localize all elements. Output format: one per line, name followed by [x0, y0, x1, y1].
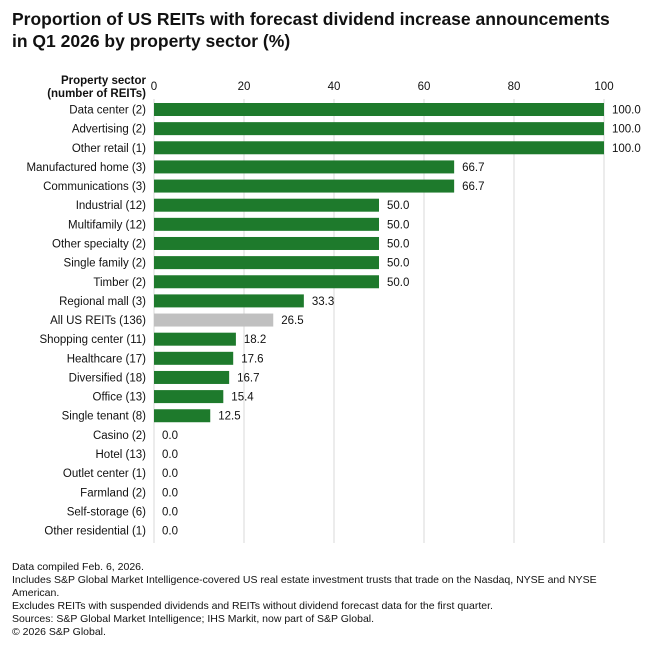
category-label-5: Industrial (12) — [76, 200, 146, 212]
bar-5 — [154, 198, 379, 212]
category-label-4: Communications (3) — [43, 181, 146, 193]
category-label-20: Farmland (2) — [80, 487, 146, 499]
value-label-19: 0.0 — [162, 468, 178, 480]
category-label-0: Data center (2) — [69, 105, 146, 117]
value-label-7: 50.0 — [387, 238, 409, 250]
category-label-9: Timber (2) — [93, 277, 146, 289]
category-label-6: Multifamily (12) — [68, 219, 146, 231]
bar-16 — [154, 409, 211, 423]
bar-8 — [154, 256, 379, 270]
category-label-2: Other retail (1) — [72, 143, 146, 155]
bar-14 — [154, 370, 230, 384]
bar-7 — [154, 236, 379, 250]
value-label-13: 17.6 — [241, 353, 263, 365]
footnote-copyright: © 2026 S&P Global. — [12, 626, 106, 638]
value-label-12: 18.2 — [244, 334, 266, 346]
y-axis-label-line-1: Property sector — [61, 75, 147, 87]
value-label-0: 100.0 — [612, 105, 641, 117]
chart-title-line-1: Proportion of US REITs with forecast div… — [12, 9, 610, 29]
bars — [154, 103, 604, 423]
y-axis-label-line-2: (number of REITs) — [47, 88, 146, 100]
footnote-includes-1: Includes S&P Global Market Intelligence-… — [12, 574, 597, 586]
category-label-18: Hotel (13) — [96, 449, 147, 461]
footnote-compiled: Data compiled Feb. 6, 2026. — [12, 561, 144, 573]
value-label-6: 50.0 — [387, 219, 409, 231]
category-label-10: Regional mall (3) — [59, 296, 146, 308]
x-tick-label-100: 100 — [594, 81, 613, 93]
bar-13 — [154, 351, 234, 365]
value-label-1: 100.0 — [612, 124, 641, 136]
category-label-1: Advertising (2) — [72, 124, 146, 136]
category-label-19: Outlet center (1) — [63, 468, 146, 480]
bar-10 — [154, 294, 304, 308]
category-labels: Data center (2) Advertising (2) Other reta… — [26, 105, 146, 538]
value-label-18: 0.0 — [162, 449, 178, 461]
value-label-8: 50.0 — [387, 258, 409, 270]
value-label-21: 0.0 — [162, 506, 178, 518]
value-label-22: 0.0 — [162, 526, 178, 538]
chart-title-line-2: in Q1 2026 by property sector (%) — [12, 31, 291, 51]
value-label-11: 26.5 — [281, 315, 303, 327]
x-tick-label-60: 60 — [418, 81, 431, 93]
value-label-5: 50.0 — [387, 200, 409, 212]
footnote-includes-2: American. — [12, 587, 60, 599]
bar-chart: Property sector (number of REITs) 0 20 40 6… — [26, 75, 641, 543]
bar-2 — [154, 141, 604, 155]
value-label-9: 50.0 — [387, 277, 409, 289]
value-label-10: 33.3 — [312, 296, 334, 308]
value-label-2: 100.0 — [612, 143, 641, 155]
footnotes: Data compiled Feb. 6, 2026. Includes S&P… — [12, 561, 652, 639]
bar-15 — [154, 390, 224, 404]
category-label-15: Office (13) — [93, 392, 147, 404]
bar-9 — [154, 275, 379, 289]
category-label-17: Casino (2) — [93, 430, 146, 442]
category-label-22: Other residential (1) — [44, 526, 146, 538]
chart-title: Proportion of US REITs with forecast div… — [12, 8, 648, 52]
bar-11 — [154, 313, 274, 327]
value-label-16: 12.5 — [218, 411, 240, 423]
category-label-7: Other specialty (2) — [52, 238, 146, 250]
category-label-8: Single family (2) — [64, 258, 147, 270]
bar-4 — [154, 179, 455, 193]
value-label-20: 0.0 — [162, 487, 178, 499]
category-label-12: Shopping center (11) — [39, 334, 146, 346]
x-tick-label-80: 80 — [508, 81, 521, 93]
category-label-11: All US REITs (136) — [50, 315, 146, 327]
bar-6 — [154, 217, 379, 231]
bar-3 — [154, 160, 455, 174]
value-label-4: 66.7 — [462, 181, 484, 193]
value-label-14: 16.7 — [237, 372, 259, 384]
category-label-16: Single tenant (8) — [62, 411, 147, 423]
category-label-14: Diversified (18) — [69, 372, 146, 384]
x-tick-label-40: 40 — [328, 81, 341, 93]
category-label-21: Self-storage (6) — [67, 506, 146, 518]
bar-1 — [154, 122, 604, 136]
category-label-3: Manufactured home (3) — [26, 162, 146, 174]
x-axis-ticks: 0 20 40 60 80 100 — [151, 81, 614, 93]
category-label-13: Healthcare (17) — [67, 353, 146, 365]
footnote-excludes: Excludes REITs with suspended dividends … — [12, 600, 493, 612]
x-tick-label-0: 0 — [151, 81, 157, 93]
value-labels: 100.0 100.0 100.0 66.7 66.7 50.0 50.0 50.0 50.0 5… — [162, 105, 641, 538]
bar-12 — [154, 332, 236, 346]
bar-0 — [154, 103, 604, 116]
x-tick-label-20: 20 — [238, 81, 251, 93]
value-label-3: 66.7 — [462, 162, 484, 174]
value-label-15: 15.4 — [231, 392, 254, 404]
value-label-17: 0.0 — [162, 430, 178, 442]
footnote-sources: Sources: S&P Global Market Intelligence;… — [12, 613, 375, 625]
